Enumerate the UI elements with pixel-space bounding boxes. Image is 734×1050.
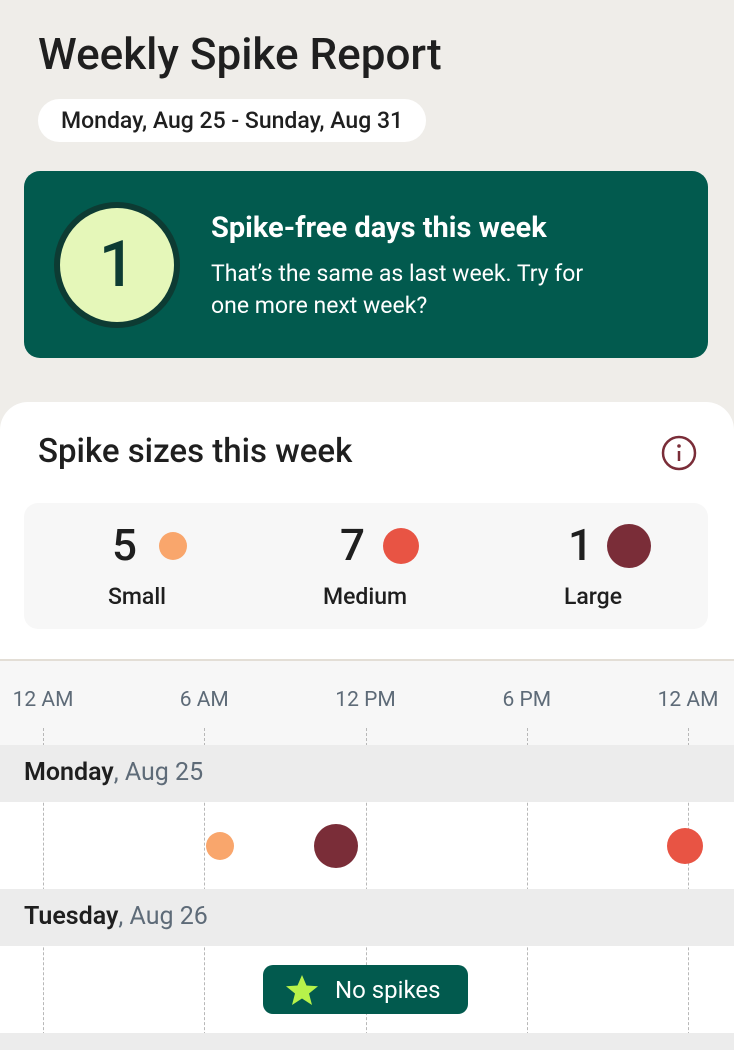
size-count: 7 bbox=[339, 519, 365, 571]
no-spikes-text: No spikes bbox=[335, 976, 441, 1004]
info-button[interactable] bbox=[661, 435, 697, 471]
summary-message: That’s the same as last week. Try for on… bbox=[211, 260, 584, 319]
summary-card: 1 Spike-free days this week That’s the s… bbox=[24, 171, 708, 358]
size-label: Small bbox=[107, 583, 167, 610]
day-name: Tuesday bbox=[24, 902, 119, 931]
size-count: 5 bbox=[111, 519, 137, 571]
size-count: 1 bbox=[567, 519, 593, 571]
sizes-box: 5 Small 7 Medium 1 Large bbox=[24, 503, 708, 629]
x-tick-label: 12 AM bbox=[12, 688, 74, 712]
size-label: Large bbox=[563, 583, 623, 610]
x-tick-label: 12 AM bbox=[657, 688, 719, 712]
spike-dot bbox=[313, 824, 358, 868]
summary-title: Spike-free days this week bbox=[211, 211, 547, 245]
day-band: Tuesday, Aug 26 bbox=[0, 889, 734, 946]
spike-dot bbox=[206, 832, 235, 860]
x-tick-label: 6 PM bbox=[502, 688, 552, 712]
x-tick-label: 12 PM bbox=[335, 688, 396, 712]
size-dot bbox=[159, 532, 187, 560]
day-name: Monday bbox=[24, 758, 114, 787]
timeline-header bbox=[0, 659, 734, 745]
spike-dot bbox=[667, 828, 704, 864]
x-tick-label: 6 AM bbox=[179, 688, 229, 712]
day-band: Monday, Aug 25 bbox=[0, 745, 734, 802]
size-dot bbox=[383, 528, 419, 564]
size-dot bbox=[607, 524, 651, 568]
sizes-title: Spike sizes this week bbox=[38, 432, 353, 471]
day-label: Tuesday, Aug 26 bbox=[24, 902, 208, 931]
day-date: , Aug 26 bbox=[118, 902, 208, 931]
star-icon bbox=[286, 975, 318, 1005]
day-date: , Aug 25 bbox=[113, 758, 204, 787]
summary-count: 1 bbox=[54, 202, 180, 328]
date-range: Monday, Aug 25 - Sunday, Aug 31 bbox=[38, 99, 427, 142]
no-spikes-pill: No spikes bbox=[263, 965, 468, 1014]
day-band bbox=[0, 1033, 734, 1050]
title: Weekly Spike Report bbox=[38, 28, 442, 80]
size-label: Medium bbox=[322, 583, 408, 610]
day-label: Monday, Aug 25 bbox=[24, 758, 203, 787]
